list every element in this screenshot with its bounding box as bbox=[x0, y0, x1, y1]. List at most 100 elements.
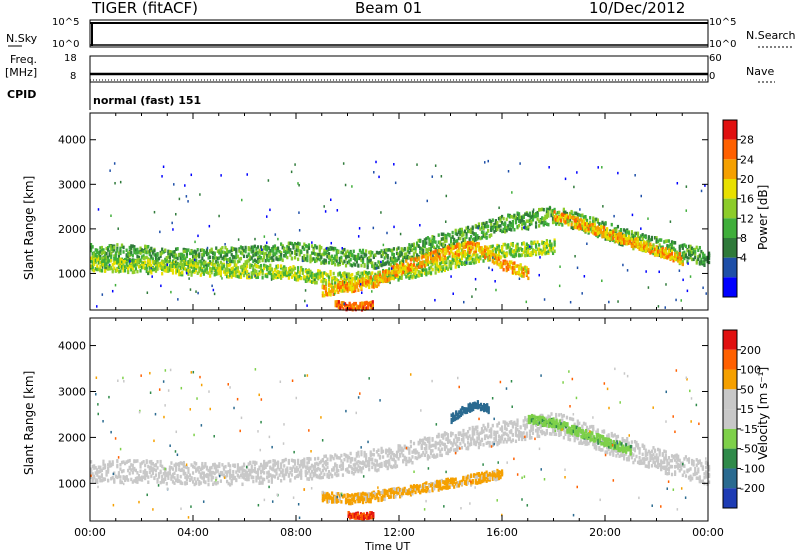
power-speck bbox=[517, 213, 519, 217]
power-cell bbox=[613, 234, 616, 238]
power-speck bbox=[220, 174, 222, 177]
power-cell bbox=[212, 255, 215, 260]
power-cell bbox=[270, 249, 273, 253]
power-cell bbox=[513, 249, 516, 253]
power-cell bbox=[174, 264, 178, 268]
power-cell bbox=[397, 255, 400, 259]
power-cell bbox=[456, 242, 459, 247]
power-cell bbox=[255, 251, 258, 256]
power-cell bbox=[133, 247, 136, 251]
power-cell bbox=[170, 264, 173, 269]
power-cell bbox=[366, 271, 369, 276]
power-ytick-label: 4000 bbox=[58, 134, 86, 147]
velocity-cell bbox=[154, 473, 158, 477]
power-speck bbox=[411, 243, 413, 246]
power-cell bbox=[196, 261, 199, 266]
power-cell bbox=[323, 248, 326, 253]
power-cell bbox=[314, 259, 317, 264]
velocity-cell bbox=[125, 460, 128, 464]
power-cell bbox=[612, 236, 615, 240]
power-cell bbox=[238, 259, 241, 263]
power-cell bbox=[353, 301, 356, 306]
velocity-cell bbox=[236, 465, 239, 470]
power-cell bbox=[541, 249, 544, 254]
power-cell bbox=[474, 232, 477, 236]
power-cell bbox=[331, 289, 334, 293]
power-cell bbox=[275, 275, 278, 280]
power-cell bbox=[528, 214, 531, 218]
power-cell bbox=[649, 251, 652, 255]
power-cell bbox=[113, 254, 116, 258]
power-cell bbox=[675, 250, 678, 255]
power-cell bbox=[315, 258, 318, 263]
power-cell bbox=[466, 240, 470, 245]
power-cell bbox=[264, 251, 267, 256]
velocity-cell bbox=[96, 468, 99, 472]
power-cell bbox=[434, 271, 437, 275]
power-cell bbox=[293, 266, 297, 271]
power-cell bbox=[119, 251, 122, 256]
power-cell bbox=[230, 253, 233, 257]
velocity-cell bbox=[90, 469, 93, 474]
power-cell bbox=[499, 255, 502, 259]
power-cell bbox=[442, 232, 445, 237]
power-cell bbox=[460, 233, 463, 238]
power-cell bbox=[669, 242, 672, 247]
power-cell bbox=[534, 211, 538, 216]
power-cell bbox=[409, 270, 413, 275]
power-cell bbox=[326, 254, 329, 259]
power-cell bbox=[229, 273, 232, 278]
power-cell bbox=[596, 231, 599, 236]
power-cell bbox=[508, 246, 511, 250]
power-cell bbox=[176, 265, 179, 270]
velocity-cell bbox=[227, 481, 230, 486]
velocity-cell bbox=[106, 466, 110, 471]
power-cell bbox=[462, 231, 465, 235]
velocity-cell bbox=[236, 468, 239, 472]
power-cell bbox=[134, 248, 138, 252]
power-cell bbox=[167, 260, 170, 264]
power-cell bbox=[507, 262, 510, 267]
power-cell bbox=[493, 230, 496, 234]
power-cell bbox=[351, 304, 354, 308]
power-cell bbox=[434, 256, 437, 260]
power-cell bbox=[90, 264, 93, 269]
power-cell bbox=[176, 261, 179, 266]
velocity-cell bbox=[242, 468, 246, 473]
power-cell bbox=[227, 258, 230, 262]
velocity-cell bbox=[210, 475, 213, 479]
power-cell bbox=[505, 217, 508, 222]
power-cell bbox=[533, 249, 536, 253]
power-cell bbox=[164, 248, 167, 252]
power-cell bbox=[258, 254, 261, 258]
power-cell bbox=[420, 260, 423, 265]
power-cell bbox=[525, 219, 528, 224]
power-cell bbox=[239, 251, 243, 255]
power-cell bbox=[415, 263, 419, 268]
power-cell bbox=[117, 255, 121, 259]
power-cell bbox=[519, 253, 522, 258]
velocity-cell bbox=[136, 471, 139, 475]
power-cell bbox=[383, 279, 386, 283]
power-cell bbox=[555, 212, 558, 217]
velocity-cell bbox=[123, 477, 127, 482]
power-cell bbox=[117, 262, 121, 267]
power-cell bbox=[128, 253, 131, 258]
power-cell bbox=[321, 291, 324, 295]
power-cell bbox=[579, 218, 582, 222]
power-cell bbox=[432, 250, 436, 254]
velocity-cell bbox=[239, 467, 243, 471]
power-cell bbox=[442, 253, 445, 257]
power-cell bbox=[348, 282, 351, 287]
power-cell bbox=[664, 255, 667, 260]
power-cell bbox=[392, 268, 396, 272]
power-cell bbox=[488, 219, 491, 224]
power-cell bbox=[463, 250, 467, 255]
power-cell bbox=[507, 224, 510, 228]
power-cell bbox=[261, 272, 264, 276]
power-cell bbox=[307, 270, 311, 275]
power-cell bbox=[468, 254, 471, 258]
power-cell bbox=[272, 248, 275, 252]
power-cell bbox=[154, 269, 158, 273]
power-cell bbox=[415, 274, 419, 278]
